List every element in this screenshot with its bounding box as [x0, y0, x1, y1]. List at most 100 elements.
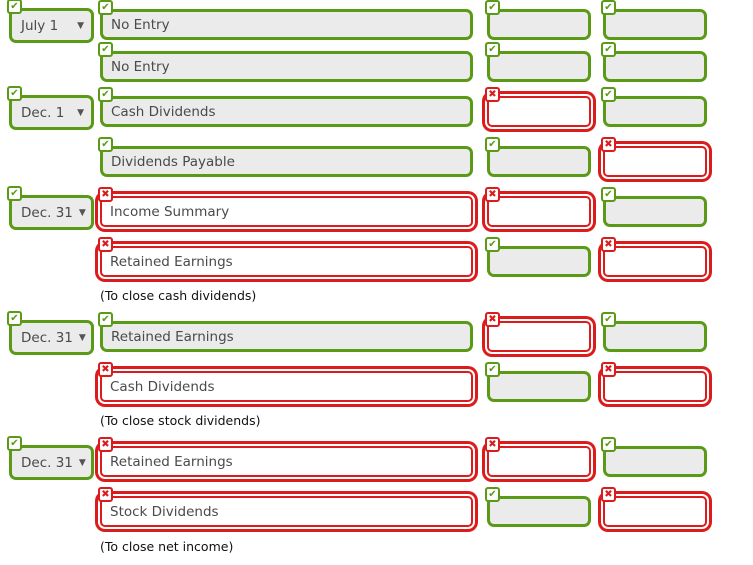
entry-caption: (To close cash dividends) — [100, 288, 257, 303]
date-select[interactable]: Dec. 31 ▼ — [9, 195, 94, 230]
check-icon: ✔ — [601, 87, 616, 102]
x-icon: ✖ — [98, 237, 113, 252]
date-select[interactable]: Dec. 1 ▼ — [9, 95, 94, 130]
credit-cell: ✔ — [601, 0, 707, 40]
date-select-cell: ✔ Dec. 31 ▼ — [7, 436, 94, 480]
date-value: Dec. 31 — [21, 329, 73, 346]
check-icon: ✔ — [601, 437, 616, 452]
credit-amount-input[interactable] — [603, 321, 707, 352]
account-value: No Entry — [111, 16, 170, 33]
check-icon: ✔ — [601, 187, 616, 202]
credit-amount-input[interactable] — [603, 146, 707, 177]
account-input[interactable]: Stock Dividends — [100, 496, 473, 527]
journal-row: ✔ Dec. 31 ▼ ✔ Retained Earnings ✖ ✔ — [0, 311, 753, 357]
account-cell: ✖ Retained Earnings — [98, 237, 473, 277]
credit-amount-input[interactable] — [603, 446, 707, 477]
date-select[interactable]: Dec. 31 ▼ — [9, 320, 94, 355]
credit-cell: ✔ — [601, 437, 707, 477]
journal-row: ✔ Dec. 1 ▼ ✔ Cash Dividends ✖ ✔ — [0, 86, 753, 132]
x-icon: ✖ — [98, 187, 113, 202]
account-cell: ✔ Retained Earnings — [98, 312, 473, 352]
date-select-cell: ✔ Dec. 31 ▼ — [7, 311, 94, 355]
account-input[interactable]: No Entry — [100, 9, 473, 40]
account-value: Retained Earnings — [111, 328, 234, 345]
debit-amount-input[interactable] — [487, 496, 591, 527]
journal-row: ✖ Cash Dividends ✔ ✖ — [0, 362, 753, 407]
debit-cell: ✔ — [485, 42, 591, 82]
check-icon: ✔ — [485, 42, 500, 57]
credit-amount-input[interactable] — [603, 51, 707, 82]
credit-cell: ✔ — [601, 312, 707, 352]
check-icon: ✔ — [7, 86, 22, 101]
account-value: Stock Dividends — [110, 503, 219, 520]
journal-row: ✔ July 1 ▼ ✔ No Entry ✔ ✔ — [0, 0, 753, 45]
check-icon: ✔ — [98, 312, 113, 327]
account-input[interactable]: Dividends Payable — [100, 146, 473, 177]
debit-amount-input[interactable] — [487, 446, 591, 477]
debit-amount-input[interactable] — [487, 246, 591, 277]
credit-amount-input[interactable] — [603, 9, 707, 40]
debit-amount-input[interactable] — [487, 196, 591, 227]
debit-amount-input[interactable] — [487, 371, 591, 402]
date-select[interactable]: July 1 ▼ — [9, 8, 94, 43]
account-cell: ✖ Income Summary — [98, 187, 473, 227]
debit-cell: ✔ — [485, 237, 591, 277]
account-value: Retained Earnings — [110, 253, 233, 270]
journal-row: ✖ Stock Dividends ✔ ✖ — [0, 487, 753, 532]
credit-cell: ✔ — [601, 87, 707, 127]
entry-caption: (To close stock dividends) — [100, 413, 261, 428]
debit-amount-input[interactable] — [487, 9, 591, 40]
check-icon: ✔ — [98, 42, 113, 57]
x-icon: ✖ — [485, 87, 500, 102]
account-input[interactable]: Retained Earnings — [100, 246, 473, 277]
date-select[interactable]: Dec. 31 ▼ — [9, 445, 94, 480]
credit-amount-input[interactable] — [603, 246, 707, 277]
account-value: Income Summary — [110, 203, 230, 220]
debit-cell: ✖ — [485, 437, 591, 477]
debit-amount-input[interactable] — [487, 51, 591, 82]
check-icon: ✔ — [601, 42, 616, 57]
x-icon: ✖ — [485, 312, 500, 327]
account-input[interactable]: Income Summary — [100, 196, 473, 227]
credit-amount-input[interactable] — [603, 196, 707, 227]
account-input[interactable]: Retained Earnings — [100, 321, 473, 352]
check-icon: ✔ — [98, 87, 113, 102]
chevron-down-icon: ▼ — [78, 457, 86, 468]
credit-cell: ✔ — [601, 187, 707, 227]
account-input[interactable]: No Entry — [100, 51, 473, 82]
account-cell: ✖ Retained Earnings — [98, 437, 473, 477]
debit-amount-input[interactable] — [487, 146, 591, 177]
credit-amount-input[interactable] — [603, 96, 707, 127]
debit-amount-input[interactable] — [487, 321, 591, 352]
x-icon: ✖ — [98, 437, 113, 452]
account-cell: ✖ Stock Dividends — [98, 487, 473, 527]
check-icon: ✔ — [485, 0, 500, 15]
x-icon: ✖ — [601, 362, 616, 377]
x-icon: ✖ — [601, 237, 616, 252]
account-input[interactable]: Retained Earnings — [100, 446, 473, 477]
credit-amount-input[interactable] — [603, 496, 707, 527]
account-value: Cash Dividends — [111, 103, 216, 120]
x-icon: ✖ — [601, 487, 616, 502]
journal-row: ✔ No Entry ✔ ✔ — [0, 42, 753, 87]
journal-row: ✖ Retained Earnings ✔ ✖ — [0, 237, 753, 282]
account-cell: ✔ Dividends Payable — [98, 137, 473, 177]
debit-cell: ✔ — [485, 362, 591, 402]
chevron-down-icon: ▼ — [77, 107, 84, 118]
account-value: Retained Earnings — [110, 453, 233, 470]
credit-amount-input[interactable] — [603, 371, 707, 402]
debit-cell: ✖ — [485, 312, 591, 352]
x-icon: ✖ — [485, 437, 500, 452]
date-value: Dec. 31 — [21, 204, 73, 221]
check-icon: ✔ — [7, 0, 22, 14]
account-input[interactable]: Cash Dividends — [100, 96, 473, 127]
account-input[interactable]: Cash Dividends — [100, 371, 473, 402]
x-icon: ✖ — [98, 487, 113, 502]
debit-amount-input[interactable] — [487, 96, 591, 127]
date-value: Dec. 1 — [21, 104, 65, 121]
check-icon: ✔ — [98, 137, 113, 152]
entry-caption: (To close net income) — [100, 539, 234, 554]
check-icon: ✔ — [485, 237, 500, 252]
chevron-down-icon: ▼ — [78, 332, 86, 343]
